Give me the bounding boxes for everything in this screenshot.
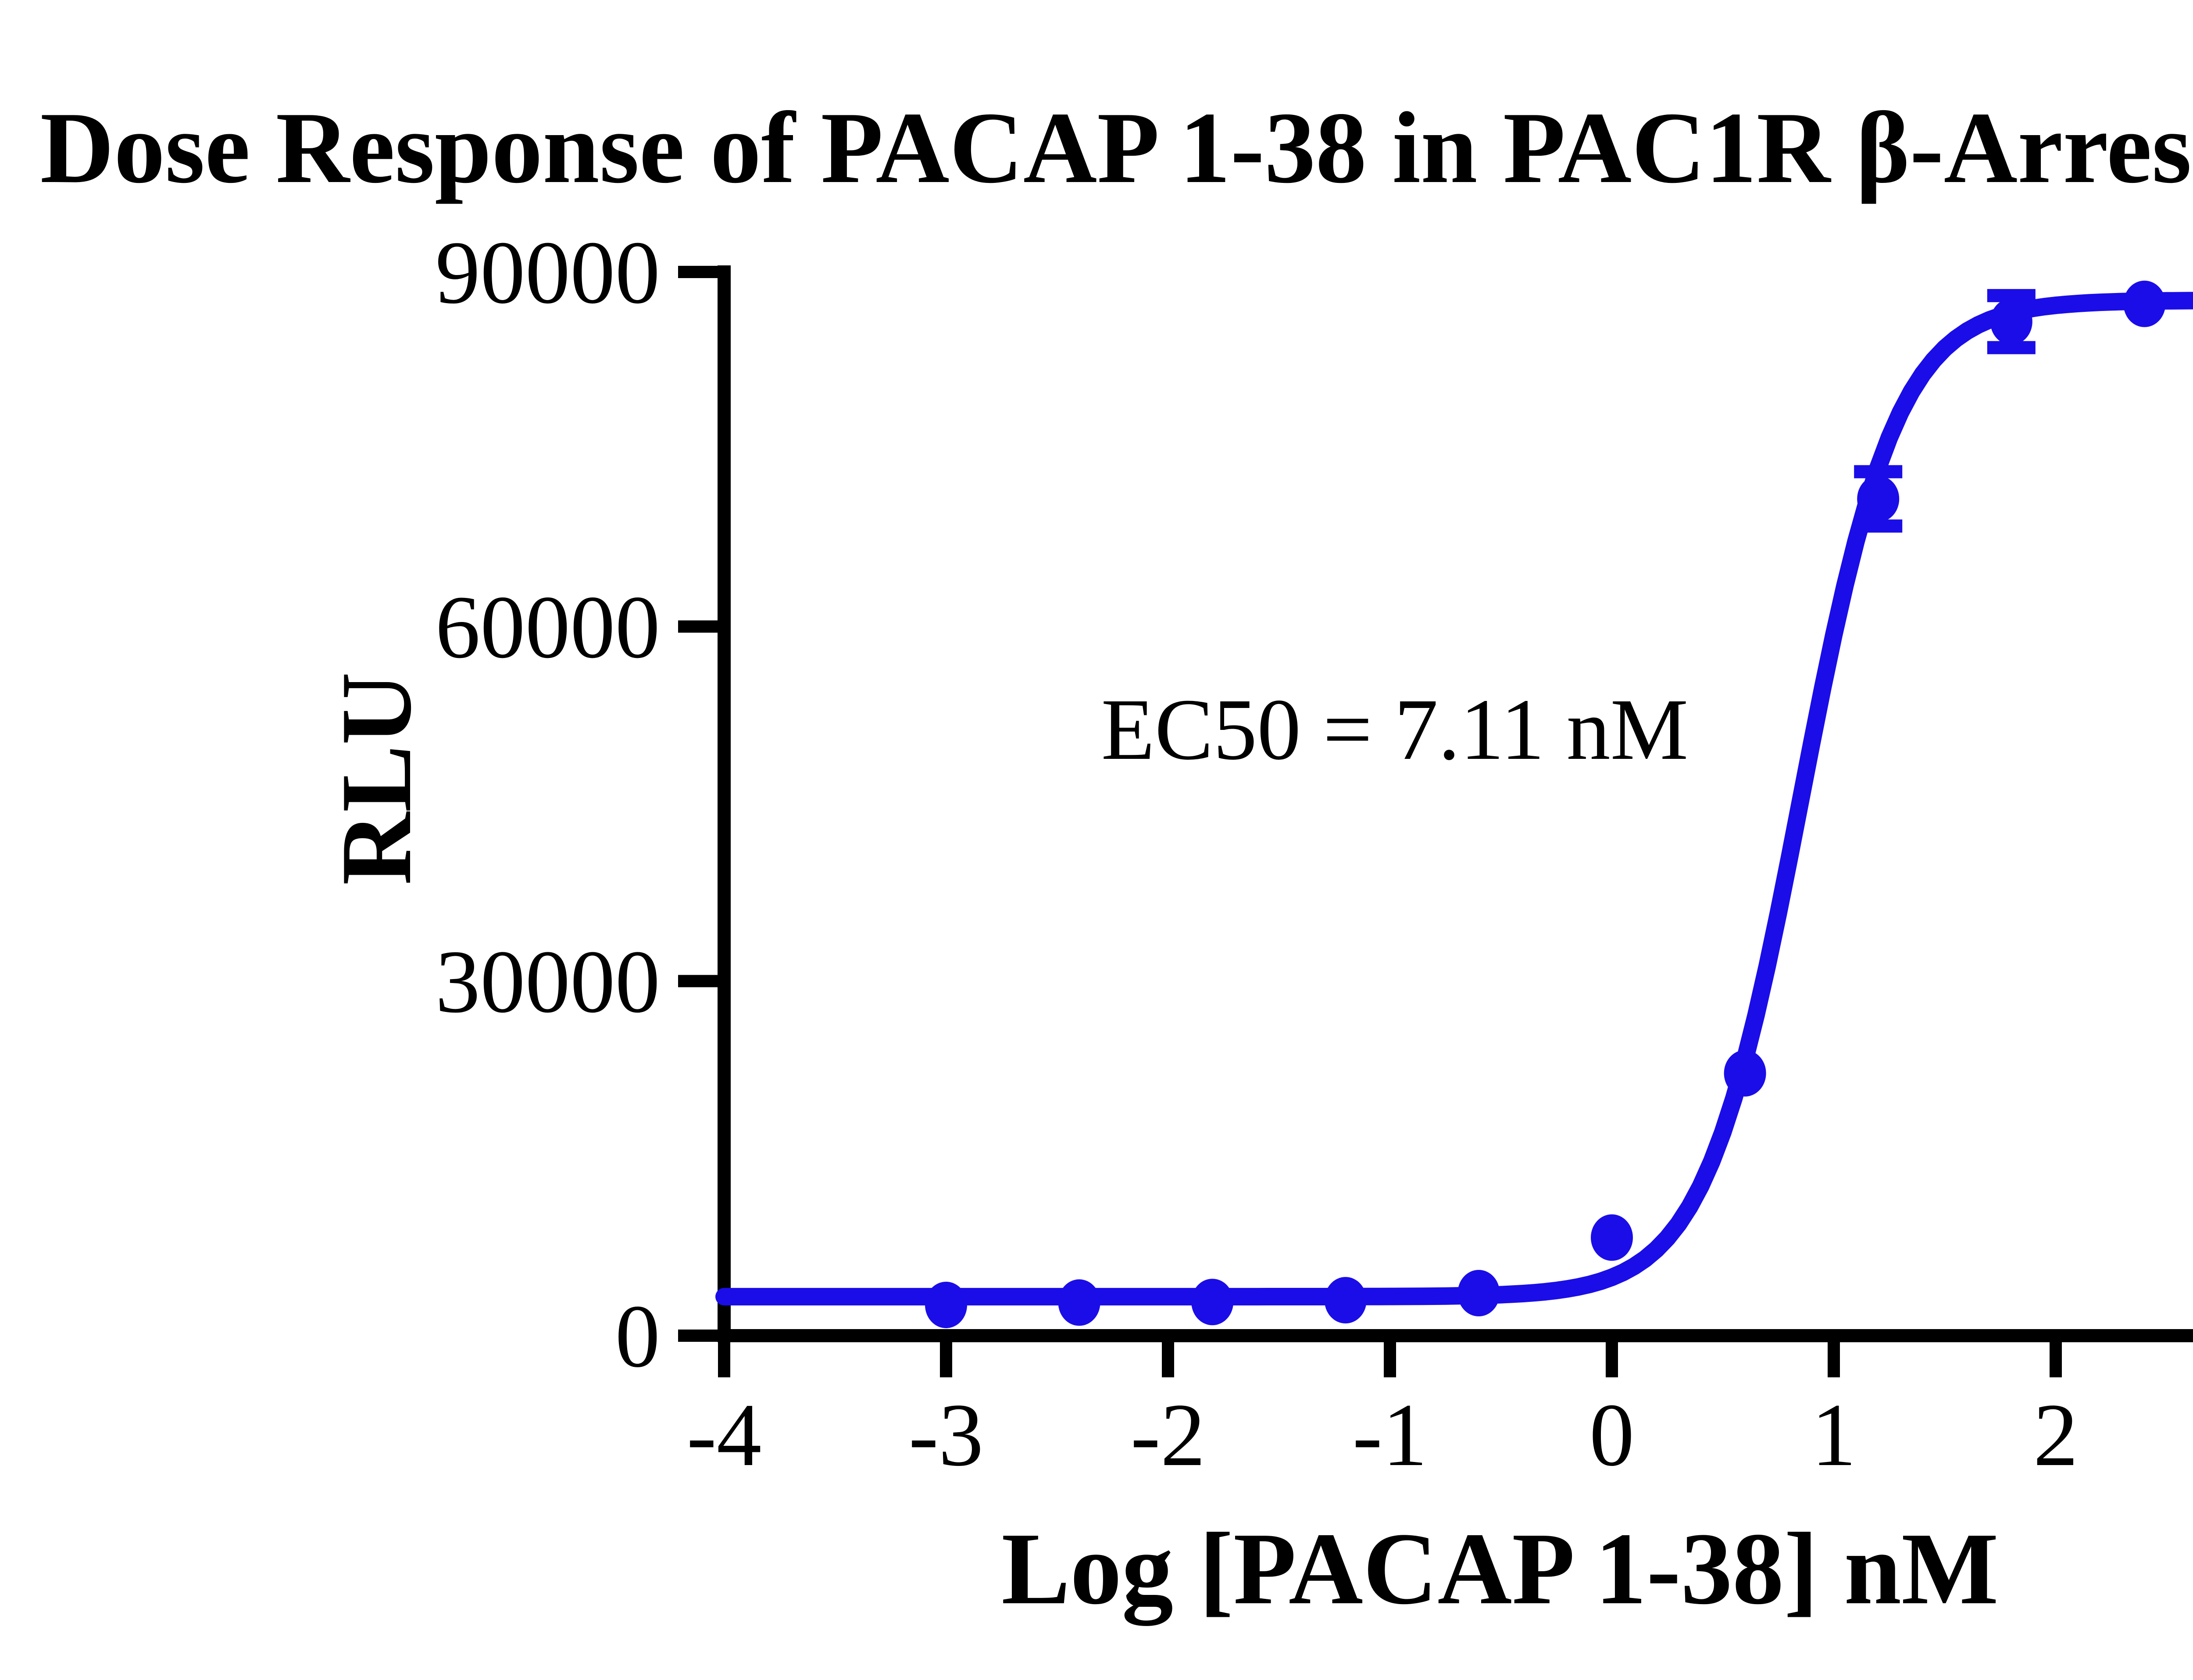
x-axis-line	[718, 1329, 2193, 1342]
data-point-marker	[1058, 1279, 1100, 1326]
data-point-marker	[1857, 475, 1900, 522]
data-point-marker	[1724, 1050, 1766, 1097]
x-axis-title: Log [PACAP 1-38] nM	[1001, 1512, 1999, 1626]
y-tick-label: 30000	[436, 932, 661, 1032]
x-tick-label: -2	[1131, 1385, 1206, 1485]
x-axis-ticks: -4-3-2-10123	[687, 1342, 2079, 1485]
x-tick-label: -3	[909, 1385, 984, 1485]
x-tick-label: -4	[687, 1385, 762, 1485]
ec50-annotation: EC50 = 7.11 nM	[1101, 681, 1689, 778]
y-axis-line	[718, 265, 731, 1342]
data-point-marker	[1191, 1279, 1234, 1326]
chart-title: Dose Response of PACAP 1-38 in PAC1R β-A…	[40, 91, 2193, 204]
y-axis-title: RLU	[320, 672, 432, 885]
x-tick-label: 1	[1811, 1385, 1857, 1485]
data-point-marker	[1990, 298, 2032, 345]
y-tick-label: 90000	[436, 223, 661, 322]
x-tick-label: 0	[1589, 1385, 1635, 1485]
data-point-marker	[925, 1281, 967, 1328]
data-series-layer	[715, 280, 2193, 1328]
data-point-marker	[2123, 280, 2166, 327]
fitted-dose-response-curve	[715, 292, 2193, 1306]
x-tick-label: 2	[2033, 1385, 2079, 1485]
x-tick-label: -1	[1353, 1385, 1428, 1485]
data-point-marker	[1457, 1270, 1500, 1316]
data-point-marker	[1324, 1277, 1367, 1324]
y-tick-label: 0	[615, 1287, 661, 1386]
y-axis-ticks: 0 30000 60000 90000	[436, 223, 718, 1386]
data-point-marker	[1591, 1214, 1633, 1261]
y-tick-label: 60000	[436, 577, 661, 677]
